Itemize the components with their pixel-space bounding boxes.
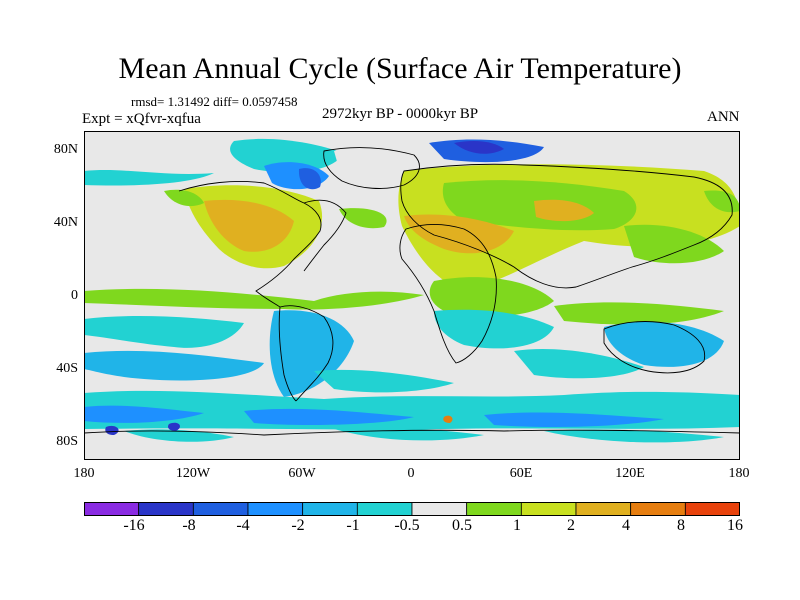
colorbar-label: 0.5 — [452, 517, 472, 534]
south-atlantic-cyan — [314, 369, 454, 393]
colorbar-box — [247, 502, 304, 516]
maritime-green — [554, 302, 724, 325]
coastlines — [84, 147, 740, 436]
coastline-africa — [399, 224, 497, 364]
southern-africa-cyan — [434, 309, 554, 349]
y-tick-label: 80S — [56, 434, 78, 449]
period-label: 2972kyr BP - 0000kyr BP — [322, 106, 479, 122]
australia-cyan — [604, 321, 724, 367]
map-frame — [84, 131, 740, 460]
colorbar-box — [356, 502, 413, 516]
central-asia-orange — [534, 199, 594, 222]
colorbar-box — [466, 502, 522, 516]
colorbar-label: -1 — [346, 517, 360, 534]
colorbar-label: -4 — [236, 517, 250, 534]
colorbar-label: -2 — [291, 517, 305, 534]
colorbar — [84, 502, 740, 516]
x-tick-label: 0 — [407, 466, 415, 481]
alaska-green — [164, 189, 204, 207]
colorbar-box — [138, 502, 194, 516]
colorbar-label: 1 — [513, 517, 521, 534]
far-east-green — [704, 190, 740, 213]
colorbar-box — [684, 502, 740, 516]
hotspot-orange — [443, 415, 453, 423]
baffin-blue — [298, 168, 321, 190]
africa-north-green — [429, 277, 554, 317]
colorbar-box — [302, 502, 358, 516]
weddell-blue — [244, 408, 414, 425]
colorbar-label: -16 — [123, 517, 145, 534]
south-pacific-cyan-1 — [84, 316, 244, 348]
coastline-south-america — [279, 305, 334, 402]
y-tick-label: 40S — [56, 361, 78, 376]
colorbar-box — [84, 502, 140, 516]
x-tick-label: 180 — [728, 466, 750, 481]
antarctic-east-blue — [484, 412, 664, 427]
colorbar-label: 2 — [567, 517, 575, 534]
coastline-antarctica — [84, 429, 740, 436]
colorbar-label: 16 — [727, 517, 743, 534]
y-tick-label: 80N — [53, 142, 78, 157]
colorbar-box — [411, 502, 468, 516]
coastline-south-america-west — [278, 306, 297, 402]
temperature-map — [84, 131, 740, 460]
bering-cyan — [84, 170, 214, 186]
colorbar-box — [192, 502, 249, 516]
colorbar-box — [630, 502, 686, 516]
x-tick-label: 60E — [509, 466, 533, 481]
x-tick-label: 180 — [73, 466, 95, 481]
coastline-north-america-west — [178, 181, 322, 308]
hotspot-blue — [105, 425, 119, 435]
colorbar-box — [520, 502, 577, 516]
greenland-west-cyan — [230, 138, 344, 173]
antarctic-cyan-1 — [124, 429, 234, 442]
stats-text: rmsd= 1.31492 diff= 0.0597458 — [131, 94, 298, 109]
southern-ocean-cyan — [84, 390, 740, 430]
barents-deep-blue — [454, 141, 504, 154]
colorbar-label: -0.5 — [394, 517, 420, 534]
colorbar-label: 4 — [622, 517, 630, 534]
south-america-cyan — [269, 310, 354, 397]
indian-ocean-cyan — [514, 348, 644, 379]
north-america-orange — [204, 199, 294, 252]
x-tick-label: 60W — [288, 466, 316, 481]
antarctic-interior — [84, 431, 740, 460]
colorbar-label: -8 — [182, 517, 196, 534]
colorbar-box — [575, 502, 632, 516]
east-asia-green — [624, 224, 724, 264]
hotspot-blue-2 — [167, 422, 180, 431]
figure-title: Mean Annual Cycle (Surface Air Temperatu… — [118, 52, 682, 85]
experiment-label: Expt = xQfvr-xqfua — [82, 111, 201, 127]
coastline-australia — [603, 321, 706, 374]
coastline-greenland — [323, 147, 420, 189]
ross-sea-blue — [84, 405, 204, 423]
y-tick-label: 0 — [71, 288, 78, 303]
tropical-green-band — [84, 288, 424, 310]
x-tick-label: 120W — [175, 466, 211, 481]
south-pacific-cyan-2 — [84, 350, 264, 381]
season-label: ANN — [707, 109, 740, 125]
antarctic-cyan-3 — [544, 429, 724, 443]
x-tick-label: 120E — [615, 466, 645, 481]
colorbar-frame — [84, 502, 740, 516]
atlantic-green-patch — [339, 208, 387, 229]
coastline-north-america-east — [303, 199, 347, 272]
colorbar-label: 8 — [677, 517, 685, 534]
coastline-eurasia — [400, 163, 733, 289]
y-tick-label: 40N — [53, 215, 78, 230]
